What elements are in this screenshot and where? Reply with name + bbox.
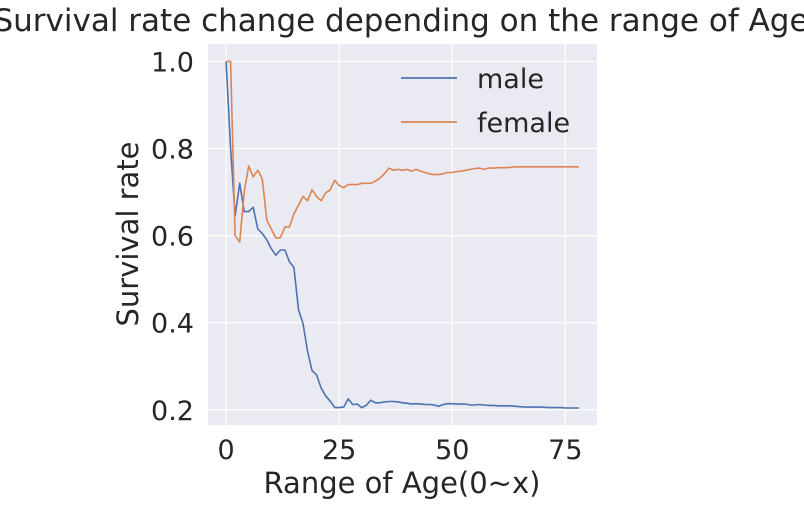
y-tick-label: 0.4 — [151, 309, 194, 340]
x-axis-label: Range of Age(0~x) — [264, 466, 541, 500]
y-tick-labels: 0.2 0.4 0.6 0.8 1.0 — [151, 47, 194, 426]
legend: male female — [401, 64, 570, 139]
plot-area — [208, 44, 597, 425]
y-tick-label: 0.2 — [151, 396, 194, 427]
legend-label-female: female — [477, 108, 570, 139]
grid-lines — [208, 44, 597, 425]
x-tick-label: 25 — [322, 435, 356, 466]
series-line-female — [226, 60, 579, 243]
x-tick-label: 50 — [435, 435, 469, 466]
x-tick-label: 75 — [548, 435, 582, 466]
series-lines — [225, 60, 579, 409]
y-tick-label: 0.6 — [151, 222, 194, 253]
y-tick-label: 0.8 — [151, 135, 194, 166]
x-tick-label: 0 — [217, 435, 234, 466]
y-axis-label: Survival rate — [111, 141, 145, 326]
series-line-male — [225, 61, 579, 409]
x-tick-labels: 0 25 50 75 — [217, 435, 582, 466]
chart-title: Survival rate change depending on the ra… — [0, 3, 804, 39]
y-tick-label: 1.0 — [151, 47, 194, 78]
legend-label-male: male — [477, 64, 544, 95]
